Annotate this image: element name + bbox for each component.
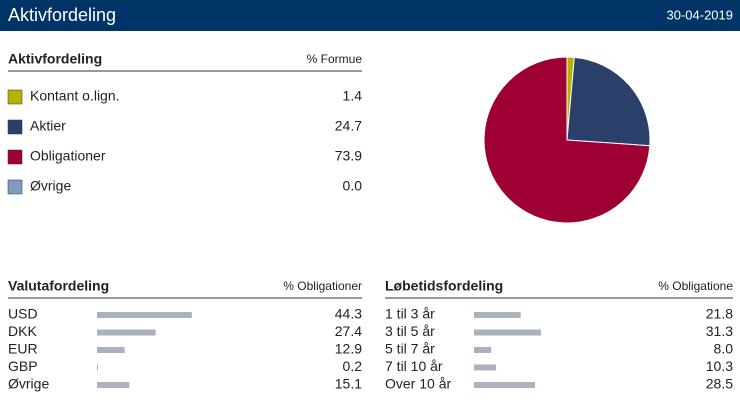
bar [474, 312, 521, 318]
category-label: DKK [8, 323, 37, 339]
bar [97, 382, 130, 388]
legend-swatch [7, 89, 23, 105]
legend-swatch [7, 179, 23, 195]
value-label: 21.8 [706, 306, 733, 322]
bar [474, 364, 497, 371]
legend-label: Øvrige [30, 178, 71, 194]
category-label: EUR [8, 341, 38, 357]
bar [474, 329, 541, 336]
bar [474, 382, 535, 388]
value-label: 10.3 [706, 358, 733, 374]
value-label: 0.2 [343, 358, 363, 374]
category-label: Over 10 år [385, 376, 451, 392]
bar [97, 329, 156, 336]
category-label: 1 til 3 år [385, 306, 435, 322]
bar [97, 347, 125, 353]
category-label: Øvrige [8, 376, 49, 392]
bar [474, 347, 492, 353]
section-title: Valutafordeling [8, 278, 109, 294]
value-label: 28.5 [706, 376, 733, 392]
value-label: 27.4 [335, 323, 362, 339]
value-label: 15.1 [335, 376, 362, 392]
category-label: USD [8, 306, 38, 322]
category-label: GBP [8, 358, 38, 374]
bar [97, 364, 98, 371]
legend-label: Obligationer [30, 148, 106, 164]
category-label: 3 til 5 år [385, 323, 435, 339]
legend-swatch [7, 149, 23, 165]
legend-label: Aktier [30, 118, 66, 134]
value-label: 0.0 [343, 178, 363, 194]
category-label: 5 til 7 år [385, 341, 435, 357]
value-label: 24.7 [335, 118, 362, 134]
value-label: 1.4 [343, 88, 363, 104]
value-label: 31.3 [706, 323, 733, 339]
category-label: 7 til 10 år [385, 358, 443, 374]
value-header: % Obligatione [658, 279, 733, 293]
header-title: Aktivfordeling [8, 5, 116, 25]
legend-label: Kontant o.lign. [30, 88, 120, 104]
pie-slice [566, 56, 651, 147]
legend-swatch [7, 119, 23, 135]
value-header: % Formue [307, 52, 363, 66]
header-date: 30-04-2019 [667, 7, 734, 22]
section-title: Aktivfordeling [8, 51, 102, 67]
header-bar [0, 0, 740, 31]
value-label: 8.0 [714, 341, 734, 357]
value-header: % Obligationer [283, 279, 362, 293]
value-label: 73.9 [335, 148, 362, 164]
bar [97, 312, 192, 318]
section-title: Løbetidsfordeling [385, 278, 503, 294]
value-label: 44.3 [335, 306, 362, 322]
value-label: 12.9 [335, 341, 362, 357]
